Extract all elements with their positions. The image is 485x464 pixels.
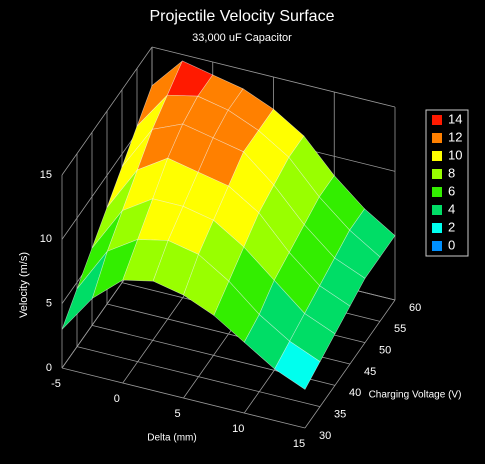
z-axis-label: Velocity (m/s)	[18, 252, 30, 318]
y-tick-label: 45	[364, 366, 376, 378]
legend-swatch	[432, 151, 442, 161]
y-tick-label: 50	[379, 345, 391, 357]
chart-subtitle: 33,000 uF Capacitor	[192, 32, 292, 44]
y-tick-label: 35	[334, 409, 346, 421]
grid-line	[151, 46, 396, 108]
grid-line	[76, 346, 321, 408]
grid-line	[61, 367, 306, 429]
x-axis-label: Delta (mm)	[147, 433, 196, 444]
z-tick-label: 10	[40, 233, 52, 245]
legend-swatch	[432, 187, 442, 197]
x-tick-label: 10	[232, 423, 244, 435]
z-tick-label: 0	[46, 362, 52, 374]
y-axis-label: Charging Voltage (V)	[369, 390, 462, 401]
legend-label: 12	[448, 129, 462, 144]
grid-line	[61, 46, 153, 176]
x-tick-label: 15	[293, 438, 305, 450]
z-tick-label: 5	[46, 298, 52, 310]
legend-swatch	[432, 241, 442, 251]
x-tick-label: 5	[174, 408, 180, 420]
legend-label: 10	[448, 147, 462, 162]
chart-title: Projectile Velocity Surface	[150, 8, 335, 25]
legend-label: 0	[448, 237, 455, 252]
legend-swatch	[432, 133, 442, 143]
y-tick-label: 60	[409, 302, 421, 314]
y-tick-label: 40	[349, 387, 361, 399]
y-tick-label: 30	[319, 430, 331, 442]
legend-swatch	[432, 169, 442, 179]
x-tick-label: -5	[51, 378, 61, 390]
legend-label: 14	[448, 111, 462, 126]
legend-label: 8	[448, 165, 455, 180]
legend-swatch	[432, 205, 442, 215]
surface-cell	[274, 340, 321, 390]
legend-swatch	[432, 115, 442, 125]
legend-label: 2	[448, 219, 455, 234]
legend-label: 6	[448, 183, 455, 198]
z-tick-label: 15	[40, 169, 52, 181]
legend-swatch	[432, 223, 442, 233]
x-tick-label: 0	[114, 393, 120, 405]
legend-label: 4	[448, 201, 455, 216]
y-tick-label: 55	[394, 323, 406, 335]
